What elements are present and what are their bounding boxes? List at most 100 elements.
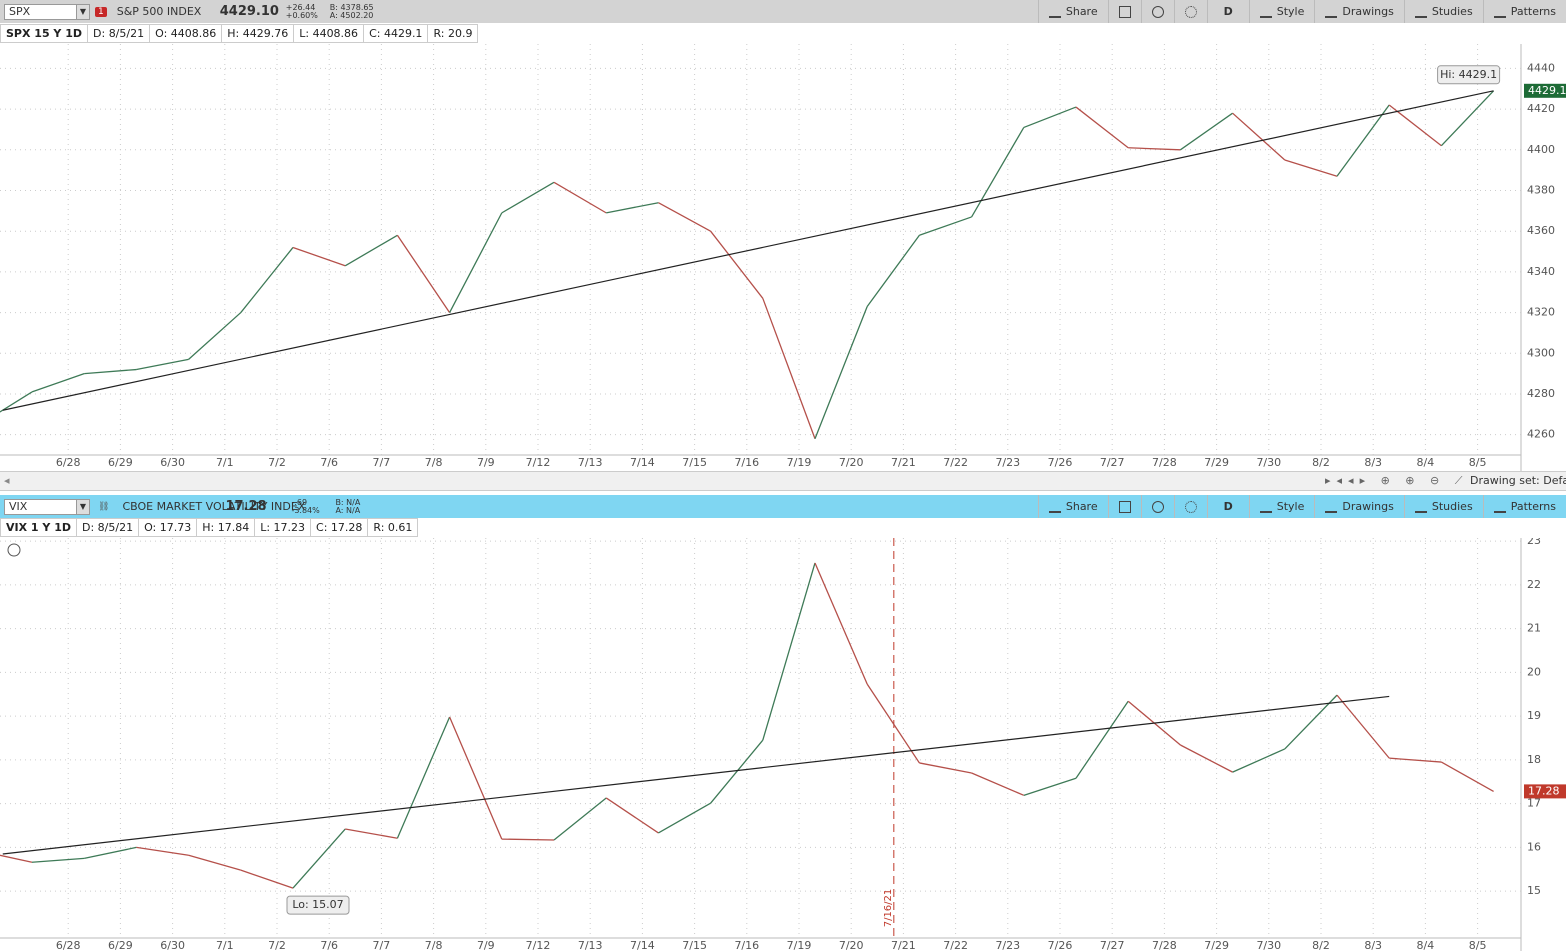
info-item: R: 20.9 <box>428 24 479 43</box>
button[interactable]: D <box>1206 0 1249 23</box>
line-segment <box>1389 757 1442 763</box>
x-tick-label: 7/1 <box>216 939 234 951</box>
y-tick-label: 4360 <box>1527 224 1555 237</box>
line-segment <box>501 181 555 214</box>
line-segment <box>84 368 137 375</box>
price-tag <box>1524 83 1566 98</box>
button[interactable]: Drawings <box>1314 0 1403 23</box>
line-segment <box>240 247 294 313</box>
button[interactable]: Patterns <box>1482 495 1566 518</box>
y-tick-label: 4280 <box>1527 387 1555 400</box>
line-segment <box>449 212 503 313</box>
line-segment <box>762 298 816 439</box>
x-tick-label: 7/20 <box>839 456 864 469</box>
x-tick-label: 7/12 <box>526 939 551 951</box>
button[interactable] <box>1140 495 1174 518</box>
y-tick-label: 4440 <box>1527 61 1555 74</box>
button-label: Style <box>1276 500 1305 513</box>
button[interactable]: D <box>1206 495 1249 518</box>
plot <box>0 90 1495 439</box>
last-price: 17.28 <box>225 499 267 514</box>
button-label: Studies <box>1431 5 1473 18</box>
x-tick-label: 7/30 <box>1256 939 1281 951</box>
button-label: D <box>1223 5 1233 18</box>
buttons: Share D Style Drawings Studies Patterns <box>1037 495 1566 518</box>
button[interactable]: Studies <box>1403 0 1483 23</box>
line-segment <box>1180 112 1233 151</box>
line-segment <box>292 246 346 267</box>
line-segment <box>553 797 607 841</box>
symbol-box: SPX ▼ <box>4 3 90 20</box>
x-tick-label: 7/6 <box>320 939 338 951</box>
line-segment <box>658 802 711 834</box>
info-item: VIX 1 Y 1D <box>0 518 77 537</box>
button[interactable]: Style <box>1248 0 1315 23</box>
bid-ask: B: 4378.65 A: 4502.20 <box>330 3 390 20</box>
x-tick-label: 7/29 <box>1204 939 1229 951</box>
info-item: D: 8/5/21 <box>88 24 151 43</box>
info-bar: VIX 1 Y 1D D: 8/5/21 O: 17.73 H: 17.84 L: 17… <box>0 518 419 537</box>
y-tick-label: 23 <box>1527 538 1541 547</box>
line-segment <box>344 234 398 267</box>
button[interactable]: Studies <box>1403 495 1483 518</box>
line-segment <box>1180 744 1233 773</box>
line-segment <box>0 854 33 863</box>
info-item: R: 0.61 <box>368 518 419 537</box>
dropdown: ▼ <box>76 4 89 19</box>
info-item: O: 4408.86 <box>150 24 223 43</box>
line-segment <box>814 306 868 439</box>
x-tick-label: 7/22 <box>943 456 968 469</box>
button[interactable]: Drawings <box>1314 495 1403 518</box>
x-tick-label: 7/13 <box>578 939 603 951</box>
line-segment <box>396 716 451 839</box>
line-segment <box>553 181 607 214</box>
line-segment <box>1023 106 1077 129</box>
y-tick-label: 22 <box>1527 578 1541 591</box>
info-item: L: 17.23 <box>255 518 312 537</box>
button[interactable] <box>1140 0 1174 23</box>
line-segment <box>396 234 451 313</box>
zoom-controls[interactable]: ▸◂◂▸ ⊕ ⊕ ⊖ ⟋ <box>1325 474 1469 487</box>
x-tick-label: 6/28 <box>56 456 81 469</box>
y-tick-label: 16 <box>1527 840 1541 853</box>
line-segment <box>1336 104 1390 177</box>
x-tick-label: 8/5 <box>1469 456 1487 469</box>
y-tick-label: 19 <box>1527 709 1541 722</box>
change-value: -.69 <box>291 497 308 507</box>
y-tick-label: 17 <box>1527 797 1541 810</box>
button[interactable] <box>1107 495 1141 518</box>
extreme-label: Lo: 15.07 <box>292 898 343 911</box>
extreme-box <box>286 895 350 915</box>
chart: 4260 4280 4300 4320 4340 4360 4380 4400 4420 4440… <box>0 44 1566 471</box>
icon <box>1048 6 1061 18</box>
extreme-box <box>1437 65 1501 85</box>
info-item: SPX 15 Y 1D <box>0 24 89 43</box>
button[interactable]: Style <box>1248 495 1315 518</box>
button[interactable]: Share <box>1037 495 1108 518</box>
button[interactable] <box>1173 0 1207 23</box>
button-label: Share <box>1065 5 1098 18</box>
x-tick-label: 7/14 <box>630 456 655 469</box>
x-tick-label: 8/4 <box>1417 456 1435 469</box>
button[interactable] <box>1107 0 1141 23</box>
scroll-left[interactable]: ◂ <box>4 474 10 487</box>
button[interactable] <box>1173 495 1207 518</box>
icon <box>1184 5 1197 18</box>
change: -.69 -3.84% <box>291 497 329 515</box>
button-label: Style <box>1276 5 1305 18</box>
x-tick-label: 7/2 <box>268 939 286 951</box>
change-pct: +0.60% <box>285 10 318 20</box>
line-segment <box>1232 748 1286 773</box>
x-tick-label: 6/30 <box>160 939 185 951</box>
info-item: L: 4408.86 <box>294 24 365 43</box>
button[interactable]: Share <box>1037 0 1108 23</box>
bid-ask: B: N/A A: N/A <box>335 498 395 515</box>
y-tick-label: 4400 <box>1527 143 1555 156</box>
ask: A: N/A <box>335 505 361 515</box>
line-segment <box>1441 761 1494 792</box>
line-segment <box>919 216 972 236</box>
line-segment <box>188 854 241 871</box>
icon <box>1151 500 1164 513</box>
alert-badge: 1 <box>95 6 107 17</box>
button[interactable]: Patterns <box>1482 0 1566 23</box>
